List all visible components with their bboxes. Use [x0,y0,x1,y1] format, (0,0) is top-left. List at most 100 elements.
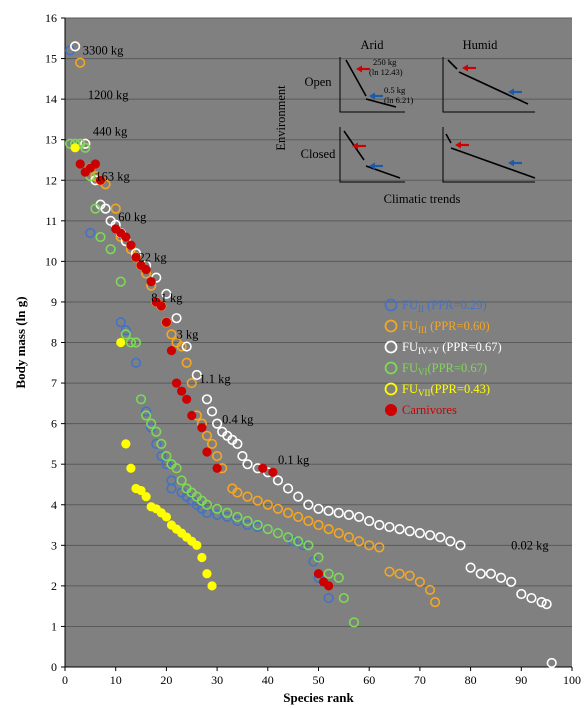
data-point [151,426,162,437]
x-axis-title: Species rank [283,690,354,705]
trend-line-steep [447,59,458,70]
legend-marker [384,298,398,312]
data-point [206,406,218,417]
data-point [156,450,167,462]
data-point [242,491,253,502]
inset-col-arid: Arid [361,38,385,52]
data-point [258,463,268,473]
legend-name: Carnivores [402,403,457,417]
data-point [242,459,253,470]
data-point [126,240,136,250]
data-point [541,599,552,610]
data-point [445,536,456,547]
inset-panel-arid-open: 250 kg (ln 12.43) 0.5 kg (ln 6.21) [339,57,413,113]
data-point [156,438,167,450]
data-point [232,511,243,523]
legend-label: FUIV+V (PPR=0.67) [402,340,502,356]
inset-row-open: Open [304,75,332,89]
data-point [384,566,395,577]
data-point [161,450,172,462]
data-point [272,475,284,486]
x-tick-label: 70 [414,673,426,687]
inset-row-closed: Closed [301,147,336,161]
y-tick-label: 5 [51,457,57,471]
data-point [343,532,355,543]
x-tick-labels: 0 10 20 30 40 50 60 70 80 90 100 [62,667,581,687]
data-point [136,485,146,496]
legend-label: FUVII(PPR=0.43) [402,382,490,398]
data-point [313,552,324,563]
mass-label: 0.1 kg [278,453,310,467]
trend-line-shallow [450,147,536,179]
data-point [116,337,126,348]
y-tick-label: 0 [51,660,57,674]
data-point [303,499,314,510]
y-tick-label: 4 [51,498,57,512]
inset-panel-humid-closed [442,127,536,183]
data-point [121,439,131,449]
data-point [202,569,212,579]
red-arrow-head [356,65,362,73]
data-point [323,592,334,604]
data-point [475,568,486,579]
data-point [465,562,476,573]
data-point [506,576,517,587]
data-point [212,509,223,520]
data-point [126,463,136,473]
data-point [186,377,197,389]
data-point [323,523,334,535]
data-point [212,450,223,462]
data-point [181,357,192,368]
mass-label: 163 kg [95,169,130,183]
data-point [313,503,324,514]
data-point [232,487,243,498]
data-point [95,231,106,243]
data-point [130,357,142,368]
data-point [414,576,426,587]
data-point [313,519,324,531]
y-tick-label: 10 [45,254,57,268]
data-point [212,503,223,514]
legend-name: FU [402,319,418,333]
data-point [272,528,284,539]
data-point [90,203,101,214]
data-point [526,592,537,604]
data-point [353,536,365,547]
x-tick-label: 100 [563,673,581,687]
panel-axes [442,127,535,183]
trend-line-steep [445,133,452,144]
data-point [176,341,187,352]
legend-ppr: (PPR=0.67) [439,340,502,354]
data-point [125,337,137,348]
data-point [151,438,162,450]
legend-marker [384,382,398,396]
legend-subscript: II [418,304,424,314]
mass-label: 1200 kg [88,88,129,102]
data-point [161,317,171,327]
mass-label: 0.02 kg [511,538,549,552]
data-point [201,499,213,510]
data-point [166,329,177,340]
data-points [64,41,557,669]
legend: FUII (PPR=0.29)FUIII (PPR=0.60)FUIV+V (P… [384,298,502,417]
data-point [192,540,202,550]
y-tick-label: 2 [51,579,57,593]
series-FU_VI [64,138,360,628]
x-tick-label: 20 [160,673,172,687]
legend-marker [384,361,398,375]
legend-subscript: VII [418,388,431,398]
data-point [206,438,218,450]
data-point [70,143,80,153]
data-point [120,329,131,340]
data-point [141,264,151,275]
y-tick-label: 9 [51,295,57,309]
trend-line-shallow [365,98,397,108]
blue-arrow-head [369,162,375,170]
data-point [242,515,253,527]
data-point [516,588,527,600]
y-tick-label: 11 [45,214,57,228]
y-tick-label: 12 [45,173,57,187]
data-point [313,569,324,579]
